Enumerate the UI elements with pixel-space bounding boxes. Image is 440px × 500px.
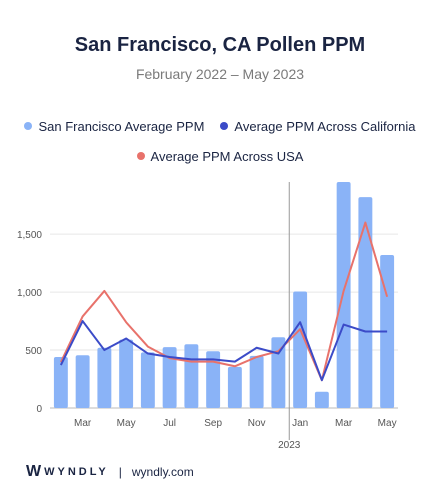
bar-san-francisco [140, 352, 155, 408]
legend-marker-usa [136, 152, 145, 160]
y-tick-label: 1,500 [17, 230, 42, 241]
chart-subtitle: February 2022 – May 2023 [135, 66, 305, 82]
legend-item-usa: Average PPM Across USA [136, 148, 304, 164]
x-tick-label: May [117, 418, 136, 429]
footer-separator: | [118, 465, 122, 479]
bar-san-francisco [53, 357, 68, 408]
brand-name: WYNDLY [44, 466, 109, 478]
bar-san-francisco [119, 339, 134, 408]
bar-san-francisco [249, 355, 264, 408]
legend-marker-california [220, 122, 229, 130]
legend-label-california: Average PPM Across California [234, 118, 416, 134]
bar-san-francisco [206, 351, 221, 408]
bar-san-francisco [184, 344, 199, 408]
bar-san-francisco [271, 337, 286, 408]
x-tick-label: Jan [292, 418, 308, 429]
legend-label-usa: Average PPM Across USA [150, 148, 304, 164]
legend-label-san-francisco: San Francisco Average PPM [38, 118, 205, 134]
footer-site-link[interactable]: wyndly.com [131, 465, 194, 479]
legend-item-san-francisco: San Francisco Average PPM [24, 119, 204, 134]
line-usa [59, 221, 389, 382]
x-tick-label: May [378, 418, 397, 429]
bar-san-francisco [97, 347, 112, 408]
bar-san-francisco [162, 347, 177, 408]
x-tick-label: Nov [248, 418, 266, 429]
chart-legend: San Francisco Average PPM Average PPM Ac… [0, 117, 440, 177]
x-tick-label: Mar [74, 418, 92, 429]
bar-san-francisco [358, 197, 373, 408]
year-label: 2023 [278, 440, 301, 451]
legend-marker-san-francisco [24, 122, 33, 130]
bar-san-francisco [293, 291, 308, 408]
bar-san-francisco [314, 391, 329, 408]
wyndly-logo-icon: W [26, 463, 41, 480]
line-california [59, 320, 388, 382]
x-tick-label: Mar [335, 418, 353, 429]
x-tick-label: Sep [204, 418, 222, 429]
chart-title: San Francisco, CA Pollen PPM [74, 34, 366, 56]
x-tick-label: Jul [163, 418, 176, 429]
y-tick-label: 500 [25, 346, 42, 357]
bar-san-francisco [75, 355, 90, 408]
legend-item-california: Average PPM Across California [220, 118, 416, 134]
y-tick-label: 0 [36, 404, 42, 415]
bar-san-francisco [227, 366, 242, 408]
footer: W WYNDLY | wyndly.com [26, 463, 194, 481]
y-tick-label: 1,000 [17, 288, 42, 299]
